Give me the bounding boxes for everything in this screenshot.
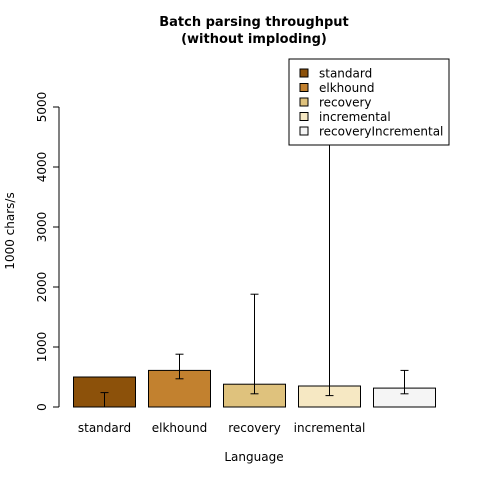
y-tick-label: 1000 — [35, 332, 49, 363]
legend-label: recovery — [319, 96, 372, 110]
x-axis-label: Language — [224, 450, 283, 464]
legend-label: standard — [319, 67, 372, 81]
legend-label: elkhound — [319, 81, 374, 95]
x-tick-labels: standard elkhound recovery incremental — [78, 421, 365, 435]
legend-box — [288, 58, 450, 146]
legend-label: recoveryIncremental — [319, 125, 443, 139]
y-tick-label: 0 — [35, 403, 49, 411]
x-tick-label: incremental — [294, 421, 366, 435]
legend: standardelkhoundrecoveryincrementalrecov… — [288, 58, 450, 146]
legend-swatch-standard — [299, 68, 309, 78]
chart-title-line-1: Batch parsing throughput — [159, 15, 349, 30]
y-tick-label: 3000 — [35, 212, 49, 243]
legend-label: incremental — [319, 110, 391, 124]
legend-swatch-incremental — [299, 112, 309, 121]
legend-swatch-recoveryIncremental — [299, 126, 309, 136]
x-tick-label: standard — [78, 421, 131, 435]
y-tick-label: 4000 — [35, 152, 49, 183]
x-tick-label: recovery — [228, 421, 281, 435]
y-axis-label: 1000 chars/s — [3, 192, 17, 269]
chart-title-line-2: (without imploding) — [181, 32, 327, 47]
x-tick-label: elkhound — [152, 421, 207, 435]
y-axis: 0 1000 2000 3000 4000 5000 — [35, 92, 60, 411]
legend-swatch-recovery — [299, 97, 309, 107]
legend-swatch-elkhound — [299, 83, 309, 92]
y-tick-label: 5000 — [35, 92, 49, 123]
y-tick-label: 2000 — [35, 272, 49, 303]
